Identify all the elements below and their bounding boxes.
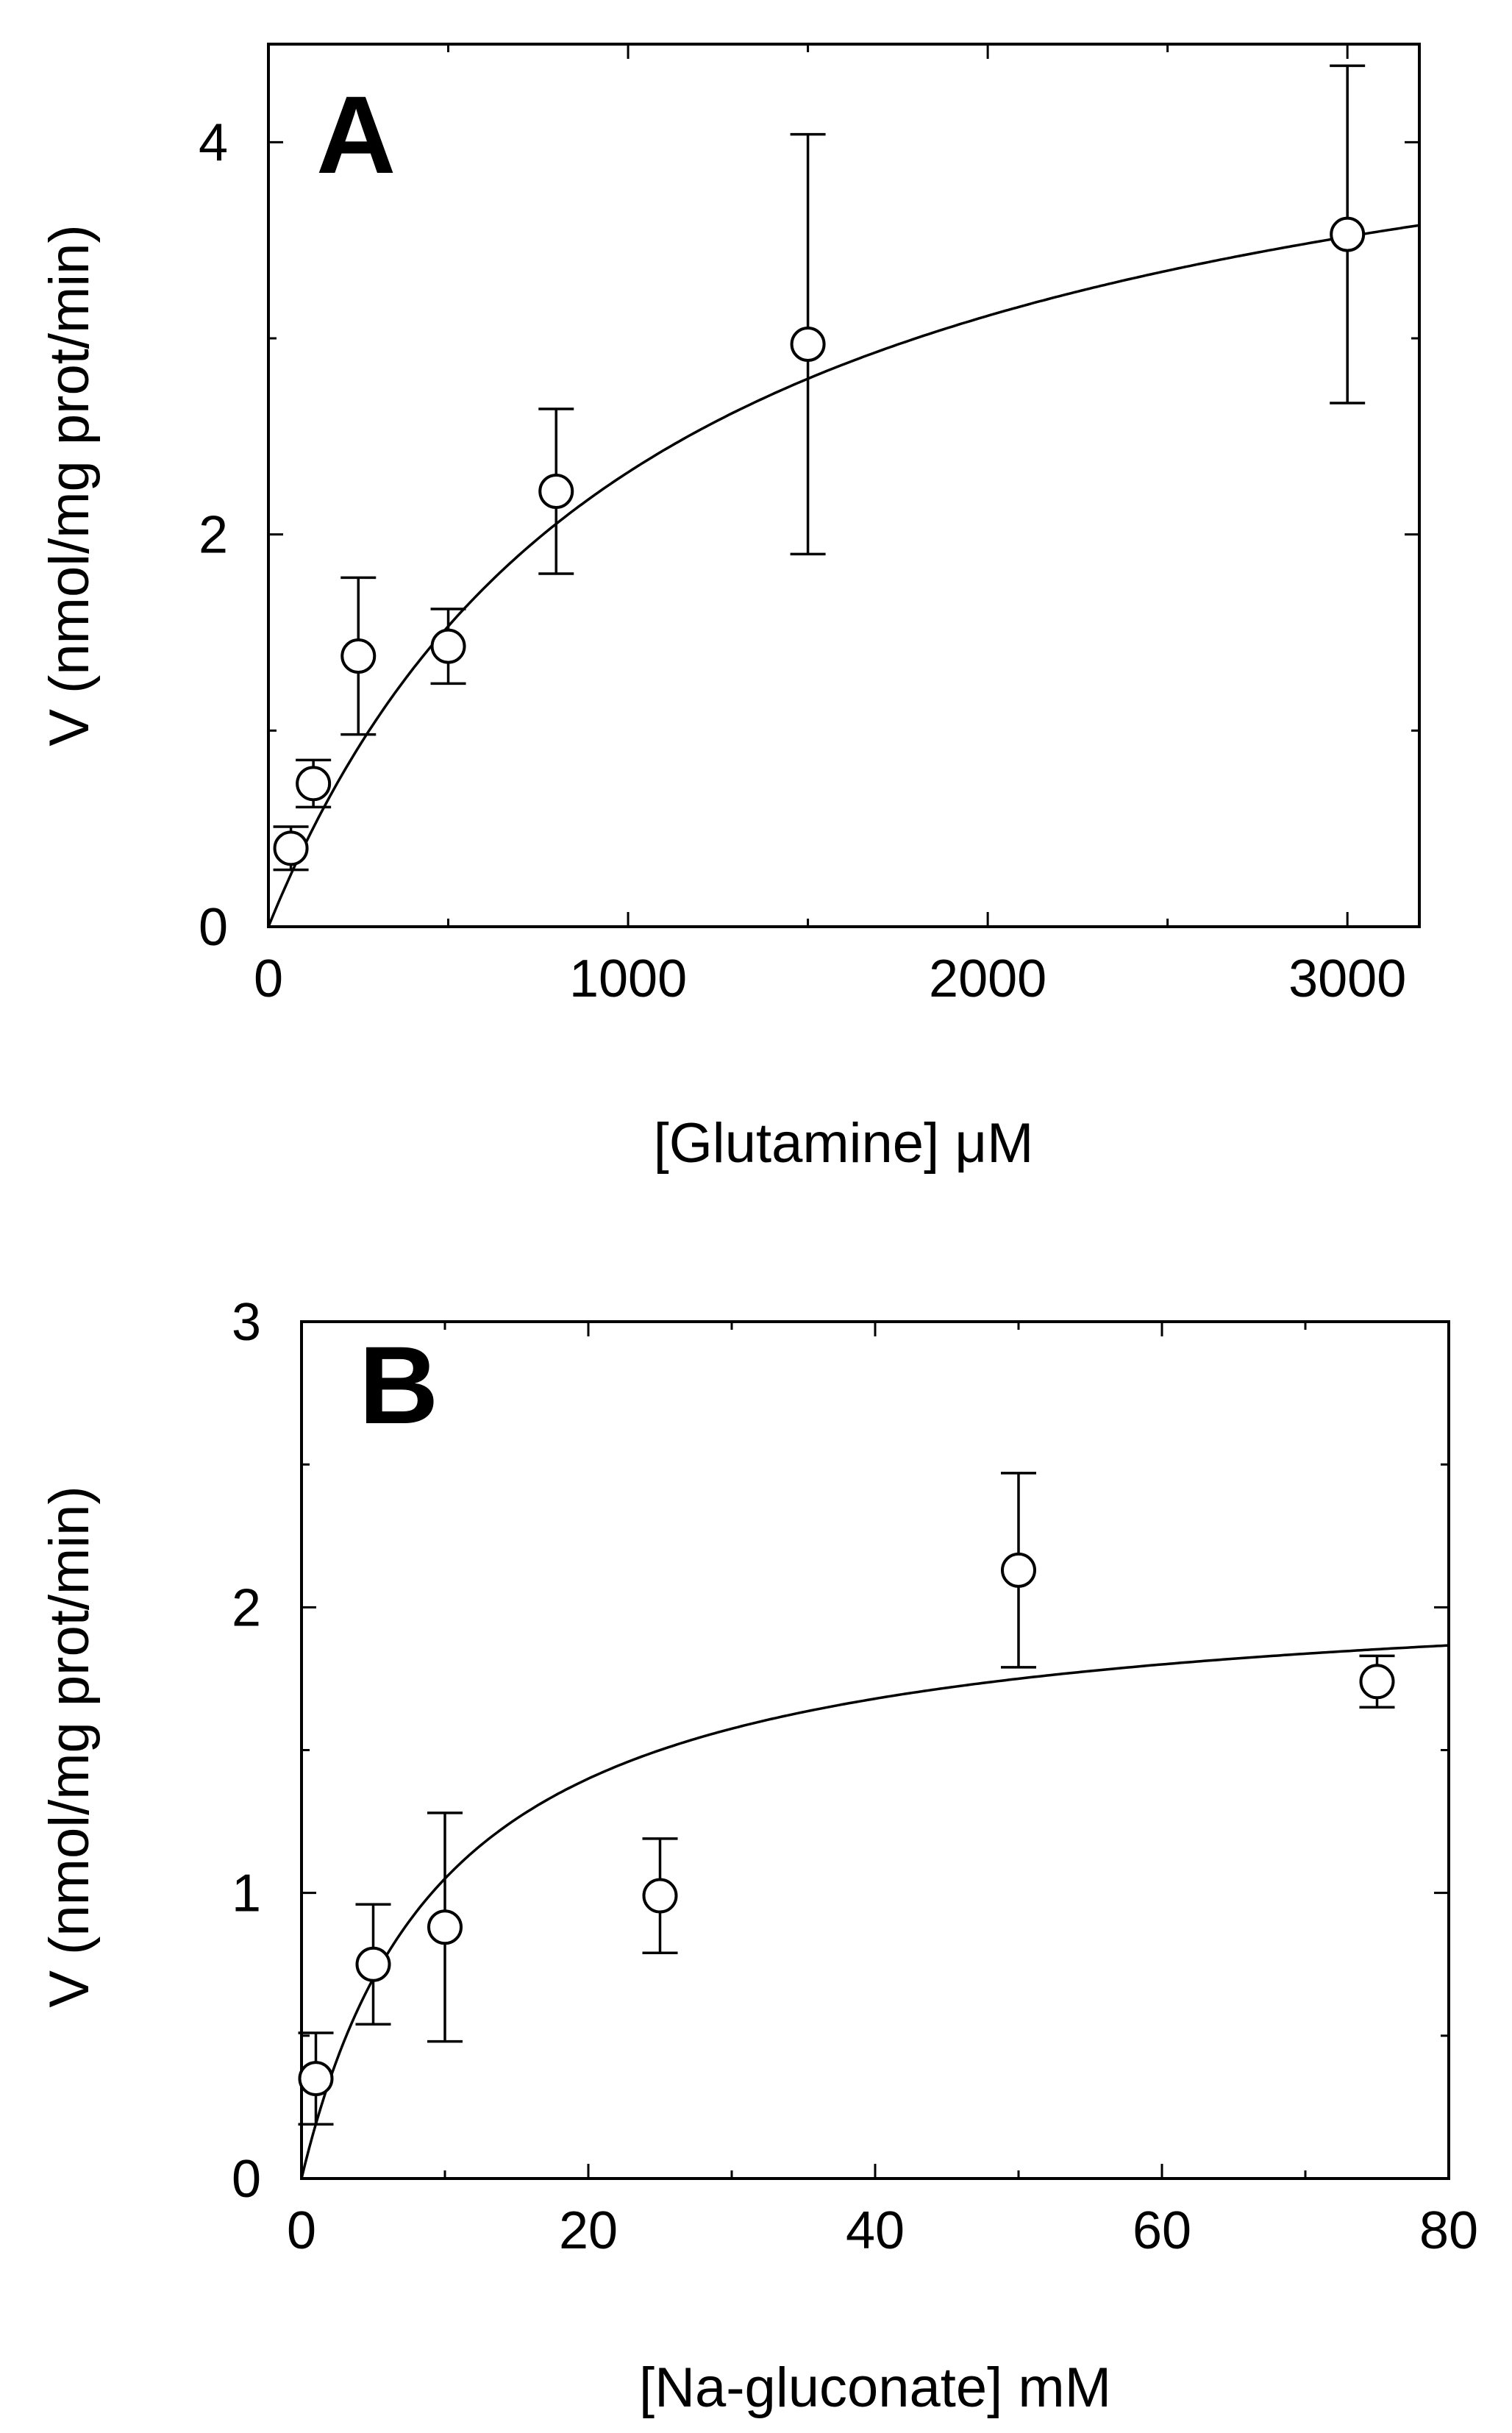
y-tick-label: 2 (199, 506, 228, 565)
data-point (296, 766, 332, 802)
x-axis-title: [Glutamine] μM (654, 1112, 1034, 1175)
fit-line (267, 224, 1420, 927)
data-point (538, 474, 574, 509)
plot-frame (267, 43, 1421, 928)
panel-a: 0 1000 2000 3000 0 2 4 A [Glutamine] μM V (nmo… (38, 43, 1421, 1175)
plot-frame (300, 1320, 1450, 2180)
data-point (1330, 216, 1366, 252)
x-tick-label: 3000 (1288, 950, 1406, 1008)
fit-curve (267, 224, 1420, 927)
y-axis-title: V (nmol/mg prot/min) (38, 1486, 101, 2008)
y-tick-label: 4 (199, 113, 228, 172)
y-tick-label: 0 (232, 2150, 261, 2209)
x-tick-label: 0 (254, 950, 283, 1008)
error-bars (298, 1472, 1395, 2126)
axis-ticks: 0 1000 2000 3000 0 2 4 (199, 44, 1419, 1008)
data-points (273, 216, 1366, 866)
y-tick-label: 2 (232, 1578, 261, 1637)
data-point (1001, 1552, 1036, 1588)
panel-letter: A (316, 73, 396, 196)
data-point (340, 638, 377, 674)
x-tick-label: 2000 (929, 950, 1046, 1008)
y-tick-label: 3 (232, 1293, 261, 1352)
data-point (790, 327, 826, 362)
data-point (430, 628, 466, 664)
y-tick-label: 0 (199, 898, 228, 957)
data-point (355, 1946, 391, 1982)
y-axis-title: V (nmol/mg prot/min) (38, 224, 101, 747)
fit-curve (300, 1644, 1449, 2179)
x-tick-label: 1000 (569, 950, 687, 1008)
x-tick-label: 0 (287, 2201, 316, 2260)
data-point (298, 2061, 334, 2097)
axis-ticks: 0 20 40 60 80 0 1 2 3 (232, 1293, 1478, 2260)
data-point (642, 1878, 678, 1914)
y-tick-label: 1 (232, 1864, 261, 1923)
fit-line (300, 1644, 1449, 2179)
x-axis-title: [Na-gluconate] mM (639, 2357, 1111, 2419)
data-point (427, 1909, 463, 1945)
data-points (298, 1552, 1395, 2097)
error-bars (273, 64, 1366, 872)
panel-b: 0 20 40 60 80 0 1 2 3 B [Na-gluconate] mM V (nmo… (38, 1293, 1478, 2419)
x-tick-label: 40 (846, 2201, 905, 2260)
x-tick-label: 80 (1419, 2201, 1478, 2260)
panel-letter: B (359, 1323, 438, 1447)
data-point (273, 830, 309, 866)
data-point (1359, 1664, 1395, 1700)
x-tick-label: 20 (559, 2201, 618, 2260)
x-tick-label: 60 (1133, 2201, 1191, 2260)
